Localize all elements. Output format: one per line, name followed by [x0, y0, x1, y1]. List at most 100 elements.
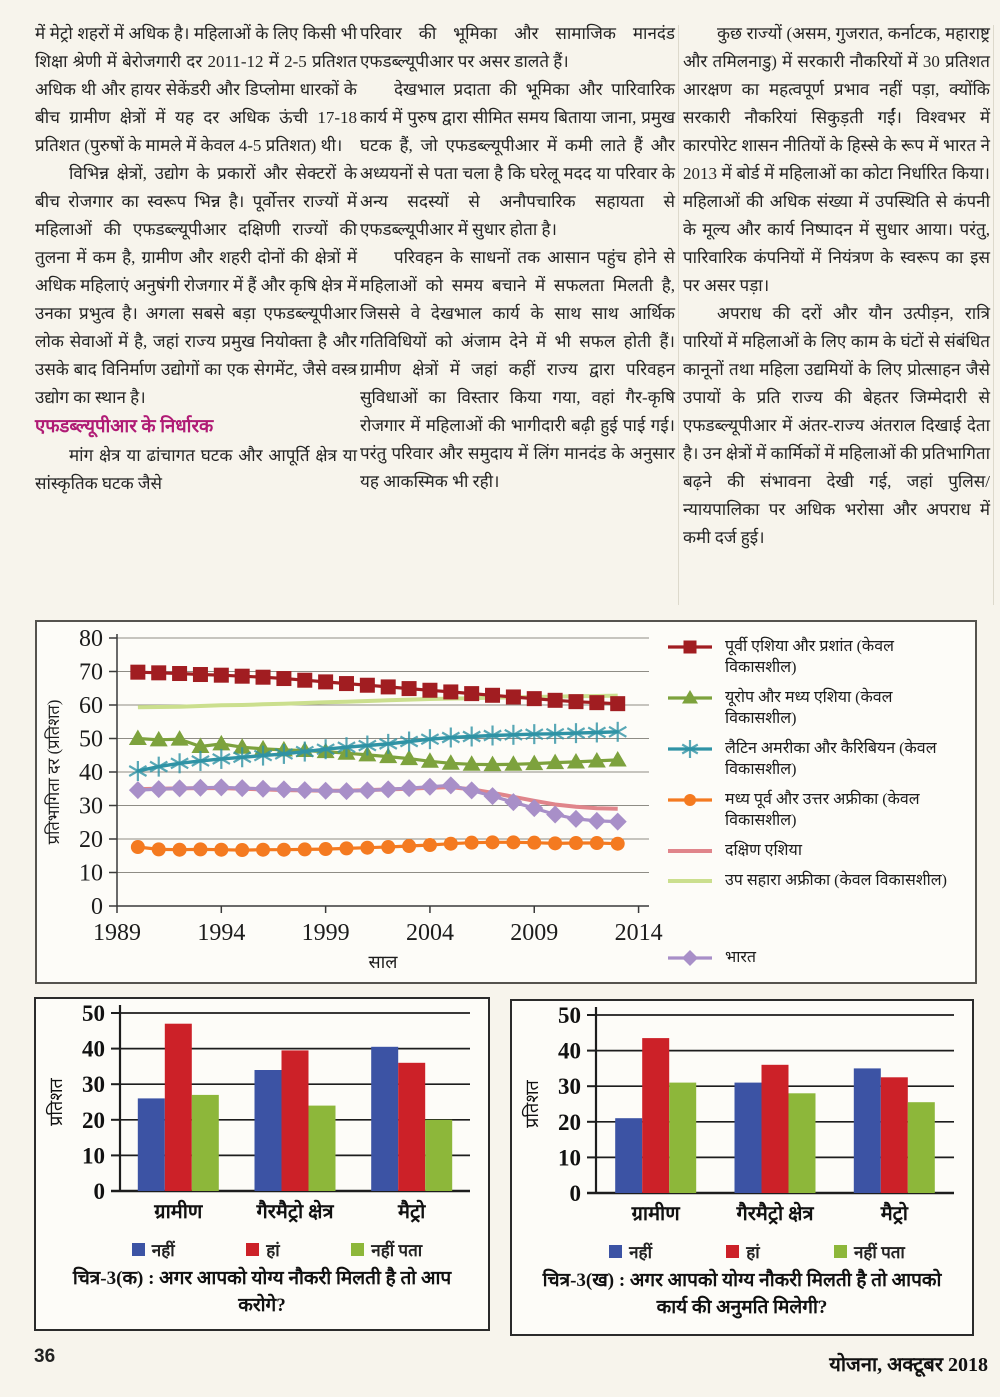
- bar-chart-a-legend: नहीं हां नहीं पता: [36, 1236, 488, 1261]
- legend-label: लैटिन अमरीका और कैरिबियन (केवल विकासशील): [725, 740, 937, 778]
- bar-chart-b-caption: चित्र-3(ख) : अगर आपको योग्य नौकरी मिलती …: [542, 1270, 942, 1318]
- legend-marker-icon: [668, 690, 712, 704]
- svg-text:2009: 2009: [510, 920, 558, 946]
- legend-item: दक्षिण एशिया: [667, 840, 967, 861]
- legend-item: नहीं: [131, 1238, 175, 1261]
- svg-text:ग्रामीण: ग्रामीण: [631, 1201, 682, 1225]
- svg-text:40: 40: [82, 1037, 105, 1062]
- text-column-3: कुछ राज्यों (असम, गुजरात, कर्नाटक, महारा…: [683, 20, 990, 552]
- text-column-1: में मेट्रो शहरों में अधिक है। महिलाओं के…: [35, 20, 357, 498]
- svg-text:60: 60: [79, 693, 103, 719]
- paragraph: मांग क्षेत्र या ढांचागत घटक और आपूर्ति क…: [35, 446, 357, 493]
- svg-text:40: 40: [79, 760, 103, 786]
- svg-text:0: 0: [91, 894, 103, 920]
- legend-label: दक्षिण एशिया: [725, 842, 802, 859]
- svg-text:50: 50: [82, 1001, 105, 1026]
- text-column-2: परिवार की भूमिका और सामाजिक मानदंड एफडब्…: [360, 20, 675, 496]
- svg-text:50: 50: [79, 727, 103, 753]
- legend-item: हां: [726, 1240, 760, 1263]
- svg-text:1989: 1989: [93, 920, 141, 946]
- legend-marker-icon: [668, 794, 712, 806]
- legend-marker-icon: [668, 849, 712, 853]
- legend-marker-icon: [668, 640, 712, 654]
- paragraph: देखभाल प्रदाता की भूमिका और पारिवारिक का…: [360, 80, 675, 239]
- page-number: 36: [34, 1346, 56, 1367]
- legend-label: नहीं: [151, 1241, 175, 1260]
- svg-text:गैरमैट्रो क्षेत्र: गैरमैट्रो क्षेत्र: [735, 1201, 814, 1225]
- svg-text:2014: 2014: [615, 920, 663, 946]
- legend-swatch-icon: [131, 1243, 145, 1256]
- legend-label: उप सहारा अफ्रीका (केवल विकासशील): [725, 872, 947, 889]
- svg-text:10: 10: [79, 861, 103, 887]
- legend-label: नहीं पता: [371, 1241, 423, 1260]
- legend-item: नहीं पता: [833, 1240, 905, 1263]
- legend-swatch-icon: [726, 1245, 740, 1258]
- legend-swatch-icon: [246, 1243, 260, 1256]
- legend-label: भारत: [725, 949, 757, 966]
- paragraph: परिवार की भूमिका और सामाजिक मानदंड एफडब्…: [360, 24, 675, 71]
- svg-text:प्रतिशत: प्रतिशत: [521, 1079, 542, 1127]
- svg-text:40: 40: [558, 1039, 581, 1064]
- svg-text:70: 70: [79, 660, 103, 686]
- legend-item: भारत: [667, 947, 967, 968]
- paragraph: में मेट्रो शहरों में अधिक है। महिलाओं के…: [35, 24, 357, 155]
- bar-chart-a: 0 10 20 30 40 50 प्रतिशत ग्रामीण गैरमैट्रो क्षेत…: [34, 997, 490, 1331]
- svg-text:20: 20: [79, 827, 103, 853]
- svg-text:ग्रामीण: ग्रामीण: [153, 1199, 204, 1223]
- svg-text:1994: 1994: [197, 920, 245, 946]
- legend-swatch-icon: [609, 1245, 623, 1258]
- legend-item: लैटिन अमरीका और कैरिबियन (केवल विकासशील): [667, 738, 967, 780]
- legend-swatch-icon: [351, 1243, 365, 1256]
- svg-text:30: 30: [558, 1074, 581, 1099]
- svg-text:30: 30: [79, 794, 103, 820]
- legend-item: नहीं: [609, 1240, 652, 1263]
- svg-text:0: 0: [570, 1181, 582, 1206]
- paragraph: कुछ राज्यों (असम, गुजरात, कर्नाटक, महारा…: [683, 24, 990, 295]
- column-divider: [678, 25, 679, 605]
- page-edge-line: [993, 25, 994, 605]
- svg-text:20: 20: [82, 1108, 105, 1133]
- paragraph: अपराध की दरों और यौन उत्पीड़न, रात्रि पा…: [683, 304, 990, 547]
- legend-label: यूरोप और मध्य एशिया (केवल विकासशील): [725, 689, 893, 727]
- svg-text:प्रतिभागिता दर (प्रतिशत): प्रतिभागिता दर (प्रतिशत): [44, 700, 63, 845]
- legend-swatch-icon: [833, 1245, 847, 1258]
- svg-text:साल: साल: [368, 952, 398, 972]
- legend-item: पूर्वी एशिया और प्रशांत (केवल विकासशील): [667, 636, 967, 678]
- journal-name-date: योजना, अक्टूबर 2018: [829, 1354, 988, 1376]
- legend-marker-icon: [668, 740, 712, 758]
- legend-item: यूरोप और मध्य एशिया (केवल विकासशील): [667, 687, 967, 729]
- svg-text:मैट्रो: मैट्रो: [397, 1199, 426, 1223]
- legend-label: हां: [746, 1243, 760, 1262]
- bar-chart-b-plot: 0 10 20 30 40 50 प्रतिशत ग्रामीण गैरमैट्रो क्षेत…: [512, 1001, 972, 1238]
- bar-chart-a-caption: चित्र-3(क) : अगर आपको योग्य नौकरी मिलती …: [72, 1268, 452, 1316]
- bar-chart-b-legend: नहीं हां नहीं पता: [512, 1238, 972, 1263]
- svg-text:10: 10: [558, 1145, 581, 1170]
- svg-text:मैट्रो: मैट्रो: [880, 1201, 909, 1225]
- line-chart-plot: 0 10 20 30 40 50 60 70 80 1989 1994 1999 2004 2009 201…: [37, 622, 667, 983]
- legend-marker-icon: [668, 879, 712, 883]
- legend-label: नहीं पता: [853, 1243, 905, 1262]
- bar-chart-b: 0 10 20 30 40 50 प्रतिशत ग्रामीण गैरमैट्रो क्षेत…: [510, 999, 974, 1336]
- svg-text:गैरमैट्रो क्षेत्र: गैरमैट्रो क्षेत्र: [255, 1199, 334, 1223]
- legend-label: नहीं: [629, 1243, 652, 1262]
- legend-item: नहीं पता: [351, 1238, 422, 1261]
- paragraph: परिवहन के साधनों तक आसान पहुंच होने से म…: [360, 248, 675, 491]
- legend-label: पूर्वी एशिया और प्रशांत (केवल विकासशील): [725, 638, 894, 676]
- svg-text:2004: 2004: [406, 920, 454, 946]
- legend-item: हां: [246, 1238, 280, 1261]
- svg-text:20: 20: [558, 1110, 581, 1135]
- paragraph: विभिन्न क्षेत्रों, उद्योग के प्रकारों और…: [35, 164, 357, 407]
- legend-item: उप सहारा अफ्रीका (केवल विकासशील): [667, 870, 967, 891]
- bar-chart-a-plot: 0 10 20 30 40 50 प्रतिशत ग्रामीण गैरमैट्रो क्षेत…: [36, 999, 488, 1236]
- legend-label: मध्य पूर्व और उत्तर अफ्रीका (केवल विकासश…: [725, 791, 920, 829]
- svg-text:30: 30: [82, 1072, 105, 1097]
- svg-text:प्रतिशत: प्रतिशत: [45, 1077, 66, 1125]
- line-chart-legend: पूर्वी एशिया और प्रशांत (केवल विकासशील) य…: [667, 636, 967, 968]
- svg-text:80: 80: [79, 626, 103, 652]
- svg-text:1999: 1999: [302, 920, 350, 946]
- legend-marker-icon: [668, 950, 712, 966]
- section-heading: एफडब्ल्यूपीआर के निर्धारक: [35, 417, 214, 437]
- legend-label: हां: [266, 1241, 280, 1260]
- svg-text:10: 10: [82, 1143, 105, 1168]
